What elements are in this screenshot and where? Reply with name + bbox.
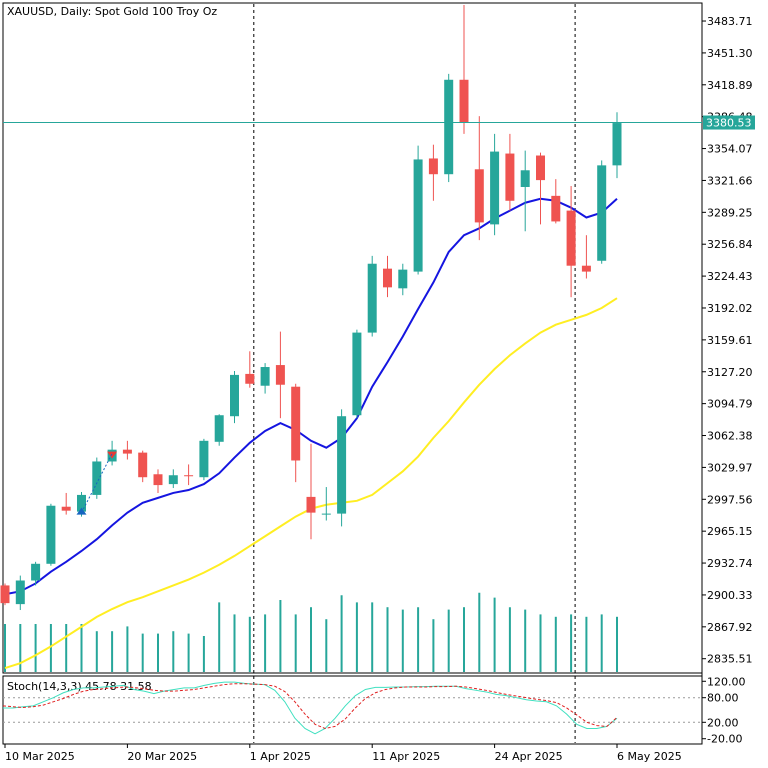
- time-axis-label: 24 Apr 2025: [495, 750, 563, 763]
- candle-bull: [352, 332, 362, 416]
- stoch-label: Stoch(14,3,3) 45.78 31.58: [7, 680, 152, 693]
- candle-bull: [199, 440, 209, 478]
- candle-bear: [0, 585, 10, 604]
- price-axis-label: 3224.43: [707, 270, 753, 283]
- price-axis-label: 3483.71: [707, 15, 753, 28]
- last-price-badge: [703, 115, 755, 130]
- last-price-label: 3380.53: [706, 117, 752, 130]
- candle-bear: [551, 195, 561, 222]
- candle-bull: [321, 513, 331, 515]
- candle-bear: [61, 506, 71, 511]
- candle-bear: [275, 365, 285, 385]
- candle-bull: [367, 263, 377, 333]
- stoch-axis-label: 120.00: [707, 675, 746, 688]
- price-axis-label: 2835.51: [707, 653, 753, 666]
- candle-bull: [413, 159, 423, 272]
- candle-bull: [31, 563, 41, 581]
- price-axis-label: 3192.02: [707, 302, 753, 315]
- candle-bull: [92, 461, 102, 495]
- candle-bear: [474, 169, 484, 223]
- price-axis-label: 3256.84: [707, 238, 753, 251]
- price-axis-label: 3418.89: [707, 79, 753, 92]
- time-axis-label: 6 May 2025: [617, 750, 682, 763]
- time-axis-label: 20 Mar 2025: [127, 750, 197, 763]
- buy-arrow-icon: [76, 507, 87, 515]
- candle-bull: [444, 79, 454, 175]
- candle-bear: [122, 449, 132, 454]
- candle-bull: [398, 269, 408, 289]
- candle-bull: [168, 475, 178, 485]
- price-axis-label: 2965.15: [707, 525, 753, 538]
- price-axis-label: 3451.30: [707, 47, 753, 60]
- time-axis-label: 11 Apr 2025: [372, 750, 440, 763]
- candle-bear: [536, 155, 545, 181]
- price-axis-label: 3029.97: [707, 461, 753, 474]
- candle-bear: [459, 79, 469, 123]
- time-axis-label: 10 Mar 2025: [5, 750, 75, 763]
- candle-bull: [230, 374, 239, 417]
- candle-bull: [15, 580, 25, 605]
- price-axis-label: 3159.61: [707, 334, 753, 347]
- candle-bear: [428, 158, 438, 175]
- price-axis-label: 3354.07: [707, 143, 753, 156]
- candle-bull: [337, 416, 347, 514]
- chart-series-layer: 3483.713451.303418.893386.483354.073321.…: [0, 4, 755, 763]
- price-axis-label: 3127.20: [707, 366, 753, 379]
- price-axis-label: 3321.66: [707, 174, 753, 187]
- candle-bull: [77, 494, 86, 512]
- candle-bear: [153, 474, 163, 486]
- candle-bear: [383, 268, 392, 288]
- stoch-axis-label: -20.00: [707, 733, 742, 746]
- candle-bull: [520, 170, 530, 187]
- candle-bear: [566, 210, 576, 266]
- stoch-axis-label: 20.00: [707, 716, 739, 729]
- candle-bear: [291, 386, 301, 461]
- candle-bear: [138, 452, 148, 478]
- candle-bear: [581, 265, 591, 272]
- candle-bear: [184, 475, 194, 477]
- candle-bull: [260, 367, 270, 386]
- candle-bear: [505, 153, 515, 201]
- price-axis-label: 2997.56: [707, 493, 753, 506]
- stoch-signal-line: [2, 683, 618, 729]
- stoch-main-line: [3, 681, 618, 735]
- price-axis-label: 3062.38: [707, 430, 753, 443]
- price-axis-label: 2867.92: [707, 621, 753, 634]
- price-axis-label: 2900.33: [707, 589, 753, 602]
- time-axis-label: 1 Apr 2025: [250, 750, 311, 763]
- sell-arrow-icon: [107, 451, 118, 459]
- stoch-axis-label: 80.00: [707, 692, 739, 705]
- trade-link-line: [81, 453, 113, 513]
- price-axis-label: 3094.79: [707, 398, 753, 411]
- candle-bear: [306, 496, 316, 513]
- price-axis-label: 2932.74: [707, 557, 753, 570]
- ma-fast-line: [4, 197, 618, 596]
- candle-bull: [214, 415, 224, 442]
- candle-bear: [245, 373, 255, 384]
- candle-bull: [490, 151, 500, 225]
- candle-bull: [612, 123, 622, 166]
- candle-bull: [597, 165, 607, 261]
- chart-title: XAUUSD, Daily: Spot Gold 100 Troy Oz: [7, 5, 217, 18]
- price-axis-label: 3289.25: [707, 206, 753, 219]
- candle-bull: [46, 505, 56, 564]
